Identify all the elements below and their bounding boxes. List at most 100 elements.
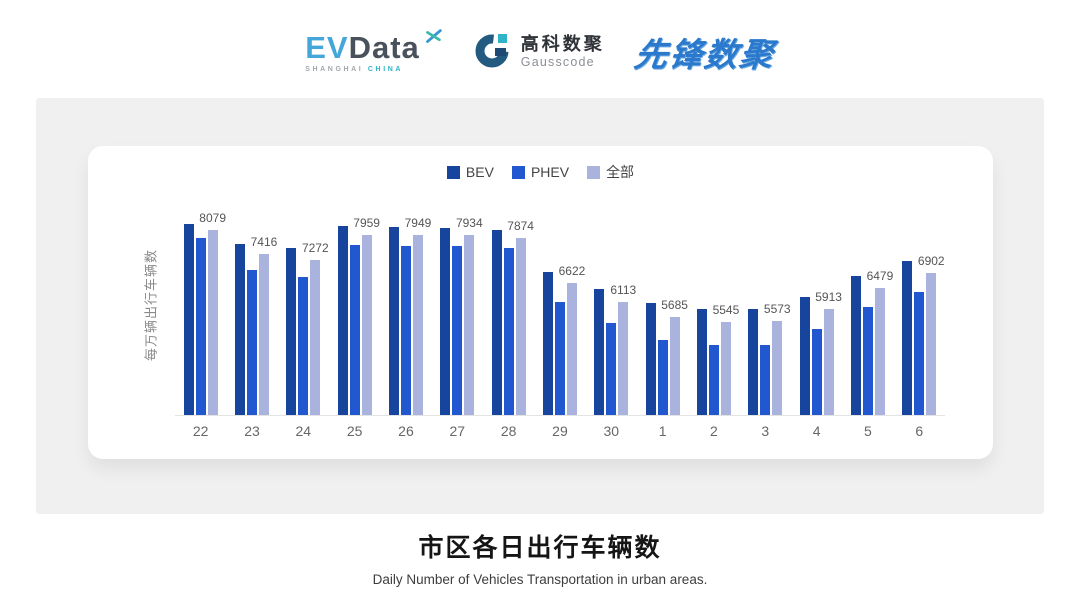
legend-label: 全部 — [606, 164, 635, 180]
legend-item-PHEV[interactable]: PHEV — [511, 164, 569, 180]
bar-BEV[interactable] — [850, 276, 861, 415]
bar-group: 5545 2 — [696, 194, 739, 439]
bar-value-label: 6479 — [866, 269, 894, 283]
gausscode-logo: 高科数聚 Gausscode — [474, 31, 605, 74]
bar-group: 8079 22 — [183, 194, 226, 439]
bar-全部[interactable] — [207, 230, 218, 415]
bar-group: 7959 25 — [337, 194, 380, 439]
caption-subtitle: Daily Number of Vehicles Transportation … — [372, 572, 708, 587]
bar-PHEV[interactable] — [246, 270, 257, 415]
bar-全部[interactable] — [874, 288, 885, 415]
bar-PHEV[interactable] — [349, 245, 360, 415]
chart-caption: 市区各日出行车辆数 Daily Number of Vehicles Trans… — [0, 528, 1080, 587]
bar-PHEV[interactable] — [708, 345, 719, 415]
x-tick-label: 1 — [658, 423, 667, 439]
bar-全部[interactable] — [515, 238, 526, 415]
x-tick-label: 5 — [864, 423, 872, 439]
bar-BEV[interactable] — [183, 224, 194, 415]
x-tick-label: 6 — [915, 423, 924, 439]
bar-PHEV[interactable] — [452, 246, 463, 415]
legend-swatch — [587, 165, 601, 179]
bar-value-label: 5545 — [712, 303, 740, 317]
chart-panel: BEV PHEV 全部 每万辆出行车辆数 8079 22 7416 23 7272 24 795… — [36, 98, 1044, 514]
gausscode-en-text: Gausscode — [520, 55, 595, 70]
bar-全部[interactable] — [823, 309, 834, 415]
bar-全部[interactable] — [618, 302, 629, 415]
bar-全部[interactable] — [566, 283, 577, 415]
x-tick-label: 27 — [449, 423, 466, 439]
bar-全部[interactable] — [412, 235, 423, 415]
bar-group: 6113 30 — [594, 194, 636, 439]
x-tick-label: 2 — [710, 423, 718, 439]
legend-item-BEV[interactable]: BEV — [446, 164, 494, 180]
legend-swatch — [511, 165, 525, 179]
bar-BEV[interactable] — [440, 228, 451, 415]
bar-group: 7416 23 — [234, 194, 277, 439]
x-tick-label: 3 — [761, 423, 770, 439]
bar-BEV[interactable] — [748, 309, 759, 415]
legend-item-全部[interactable]: 全部 — [587, 162, 634, 182]
bar-PHEV[interactable] — [195, 238, 206, 415]
bar-value-label: 5685 — [661, 298, 688, 312]
bar-BEV[interactable] — [542, 272, 553, 415]
bar-BEV[interactable] — [337, 226, 348, 415]
bar-全部[interactable] — [464, 235, 475, 415]
evdata-star-icon — [422, 26, 444, 52]
bar-PHEV[interactable] — [914, 292, 925, 415]
bar-全部[interactable] — [669, 317, 680, 415]
bar-PHEV[interactable] — [760, 345, 771, 415]
x-tick-label: 30 — [603, 423, 620, 439]
bar-group: 6902 6 — [902, 194, 945, 439]
bar-value-label: 7934 — [455, 216, 483, 230]
evdata-shanghai-text: SHANGHAI — [305, 65, 364, 73]
bar-group: 7874 28 — [491, 194, 534, 439]
x-tick-label: 29 — [552, 423, 568, 439]
gausscode-text-block: 高科数聚 Gausscode — [521, 34, 605, 69]
bar-PHEV[interactable] — [503, 248, 514, 415]
bar-value-label: 5913 — [815, 290, 842, 304]
x-tick-label: 24 — [295, 423, 312, 439]
bar-group: 5573 3 — [748, 194, 791, 439]
bar-BEV[interactable] — [696, 309, 707, 415]
bar-value-label: 6902 — [917, 254, 945, 268]
bar-BEV[interactable] — [799, 297, 810, 415]
bar-BEV[interactable] — [902, 261, 913, 415]
bar-BEV[interactable] — [491, 230, 502, 415]
bar-PHEV[interactable] — [862, 307, 873, 415]
bar-BEV[interactable] — [645, 303, 656, 415]
bar-BEV[interactable] — [594, 289, 605, 415]
bar-BEV[interactable] — [286, 248, 297, 415]
bar-全部[interactable] — [258, 254, 269, 415]
bar-PHEV[interactable] — [554, 302, 565, 415]
bar-PHEV[interactable] — [811, 329, 822, 415]
bar-PHEV[interactable] — [400, 246, 411, 415]
y-axis-label: 每万辆出行车辆数 — [143, 248, 159, 362]
bar-value-label: 8079 — [199, 211, 227, 225]
legend-label: BEV — [465, 164, 494, 180]
bar-全部[interactable] — [772, 321, 783, 415]
bar-BEV[interactable] — [234, 244, 245, 415]
bar-全部[interactable] — [926, 273, 937, 415]
evdata-wordmark: EV Data — [305, 28, 444, 65]
bar-group: 5685 1 — [645, 194, 688, 439]
bar-BEV[interactable] — [388, 227, 399, 415]
bar-value-label: 7272 — [301, 241, 329, 255]
evdata-ev-text: EV — [305, 29, 349, 65]
caption-title: 市区各日出行车辆数 — [418, 534, 662, 562]
bar-全部[interactable] — [720, 322, 731, 415]
legend: BEV PHEV 全部 — [88, 162, 993, 182]
bar-group: 7934 27 — [440, 194, 483, 439]
x-tick-label: 22 — [192, 423, 209, 439]
bar-全部[interactable] — [310, 260, 321, 415]
bar-PHEV[interactable] — [606, 323, 617, 415]
bar-全部[interactable] — [361, 235, 372, 415]
bar-PHEV[interactable] — [657, 340, 668, 415]
pioneer-logo: 先锋数聚 — [631, 36, 778, 73]
bar-PHEV[interactable] — [298, 277, 309, 415]
evdata-china-text: CHINA — [367, 65, 404, 73]
legend-swatch — [446, 165, 460, 179]
gausscode-g-icon — [474, 31, 512, 74]
bar-value-label: 7949 — [404, 216, 432, 230]
gausscode-cn-text: 高科数聚 — [520, 34, 605, 55]
